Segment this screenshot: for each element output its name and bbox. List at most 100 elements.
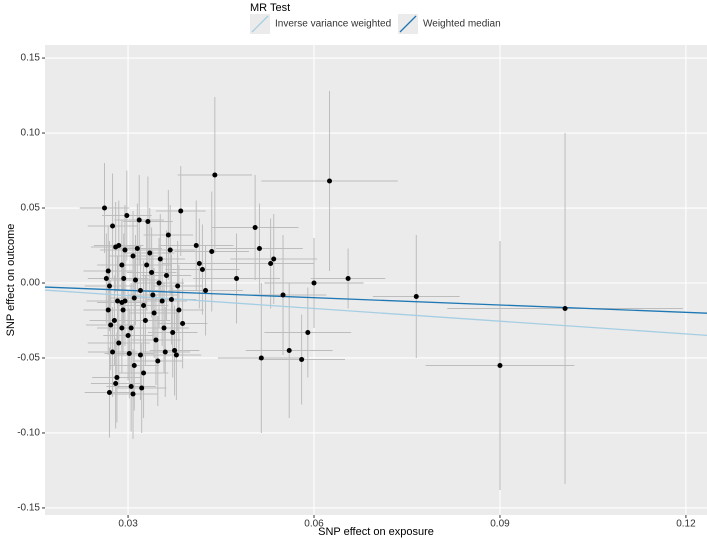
point [105,307,111,313]
point [413,293,419,299]
point [128,325,134,331]
point [116,340,122,346]
y-axis-title: SNP effect on outcome [5,224,17,337]
point [234,276,240,282]
regression-line [45,289,707,337]
point [106,389,112,395]
point [105,268,111,274]
legend-title: MR Test [250,2,290,14]
point [562,305,568,311]
point [305,329,311,335]
point [147,250,153,256]
point [163,273,169,279]
y-tick-label: 0.15 [21,53,41,64]
y-tick-label: -0.15 [17,503,40,514]
point [128,383,134,389]
point [157,256,163,262]
point [497,362,503,368]
point [119,325,125,331]
point [108,322,114,328]
point [110,349,116,355]
point [131,362,137,368]
point [119,262,125,268]
point [268,261,274,267]
point [286,347,292,353]
point [199,267,205,273]
point [345,276,351,282]
point [145,219,151,225]
point [141,370,147,376]
point [122,298,128,304]
point [172,347,178,353]
point [136,217,142,223]
point [125,332,131,338]
point [193,243,199,249]
point [153,337,159,343]
point [168,296,174,302]
point [121,276,127,282]
point [252,225,258,231]
point [116,243,122,249]
point [122,247,128,253]
y-tick-label: 0.05 [21,203,41,214]
point [115,298,121,304]
point [150,292,156,298]
point [106,283,112,289]
plot-area [45,91,707,490]
x-axis-title: SNP effect on exposure [318,526,434,538]
point [126,350,132,356]
point [134,246,140,252]
point [139,385,145,391]
point [209,249,215,255]
point [132,277,138,283]
point [155,358,161,364]
point [144,262,150,268]
point [102,205,108,211]
point [167,247,173,253]
point [178,208,184,214]
point [176,307,182,313]
x-tick-label: 0.09 [490,519,510,530]
legend-label: Weighted median [423,19,501,30]
legend-swatch [251,15,269,33]
point [175,283,181,289]
y-tick-label: -0.10 [17,428,40,439]
point [258,355,264,361]
point [141,302,147,308]
point [173,352,179,358]
point [280,292,286,298]
regression-line [45,286,707,314]
point [180,320,186,326]
point [299,356,305,362]
y-tick-label: 0.00 [21,278,41,289]
y-tick-label: -0.05 [17,353,40,364]
point [327,178,333,184]
point [161,325,167,331]
point [124,213,130,219]
point [203,287,209,293]
point [111,317,117,323]
point [159,298,165,304]
point [170,329,176,335]
point [162,349,168,355]
point [113,380,119,386]
point [151,310,157,316]
point [256,246,262,252]
y-tick-label: 0.10 [21,128,41,139]
point [137,352,143,358]
point [137,287,143,293]
point [196,261,202,267]
x-tick-label: 0.06 [304,519,324,530]
point [212,172,218,178]
point [271,256,277,262]
x-tick-label: 0.12 [676,519,696,530]
legend-swatch [399,15,417,33]
point [311,280,317,286]
point [103,276,109,282]
point [120,307,126,313]
point [165,232,171,238]
point [110,223,116,229]
point [114,374,120,380]
point [130,391,136,397]
